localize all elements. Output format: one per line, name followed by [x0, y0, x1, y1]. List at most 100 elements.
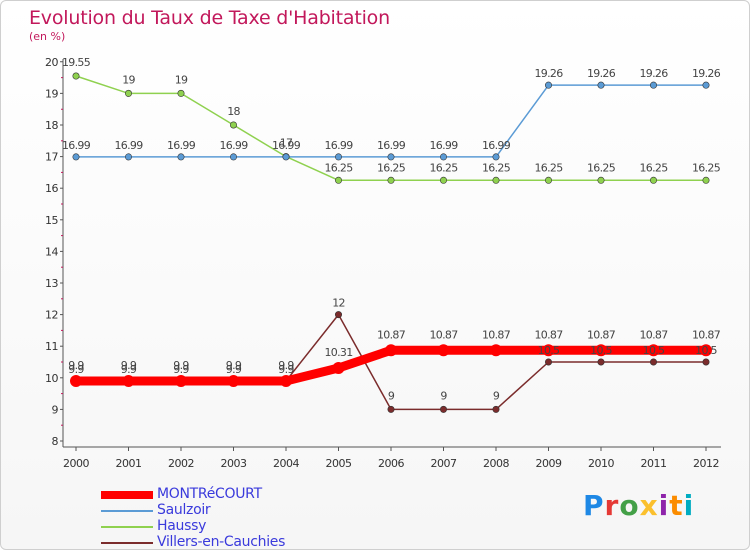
data-label: 10.5 [643, 344, 665, 357]
data-label: 10.31 [325, 346, 353, 359]
legend-swatch [101, 542, 153, 544]
data-point [334, 311, 342, 319]
data-point [597, 358, 605, 366]
data-point [649, 176, 657, 184]
legend-label: Saulzoir [157, 502, 211, 518]
x-tick-label: 2000 [63, 457, 89, 470]
data-label: 16.99 [220, 139, 249, 152]
data-point [439, 153, 447, 161]
x-tick-label: 2002 [168, 457, 194, 470]
logo-letter: i [683, 489, 695, 522]
data-point [439, 176, 447, 184]
data-label: 16.25 [430, 161, 459, 174]
data-point [125, 153, 133, 161]
data-label: 16.25 [587, 161, 616, 174]
data-point [385, 344, 397, 357]
x-tick-label: 2005 [326, 457, 352, 470]
data-point [439, 405, 447, 413]
data-point [227, 374, 240, 387]
data-label: 16.99 [167, 139, 196, 152]
data-point [702, 176, 710, 184]
y-tick-label: 16 [45, 182, 58, 195]
data-point [334, 176, 342, 184]
logo-letter: o [619, 489, 640, 522]
data-point [387, 176, 395, 184]
data-point [125, 89, 133, 97]
y-tick-label: 15 [45, 214, 58, 227]
data-point [702, 81, 710, 89]
data-point [597, 81, 605, 89]
y-tick-label: 10 [45, 372, 58, 385]
legend-swatch [101, 526, 153, 528]
logo-letter: P [583, 489, 605, 522]
data-point [177, 153, 185, 161]
legend-swatch [101, 510, 153, 512]
data-point [177, 89, 185, 97]
logo-letter: t [669, 489, 684, 522]
data-label: 9 [388, 389, 395, 402]
data-label: 16.99 [430, 139, 459, 152]
data-label: 9 [440, 389, 447, 402]
data-label: 19.55 [62, 56, 91, 69]
legend-label: Villers-en-Cauchies [157, 534, 286, 550]
data-label: 10.87 [482, 328, 511, 341]
x-tick-label: 2007 [431, 457, 457, 470]
data-label: 10.87 [430, 328, 459, 341]
data-point [542, 344, 555, 357]
series-points [70, 72, 712, 413]
logo-letter: x [639, 489, 659, 522]
x-tick-label: 2009 [536, 457, 562, 470]
data-label: 16.99 [482, 139, 511, 152]
data-label: 10.5 [695, 344, 717, 357]
x-tick-label: 2010 [588, 457, 614, 470]
data-point [334, 153, 342, 161]
data-label: 16.25 [325, 161, 354, 174]
chart-title: Evolution du Taux de Taxe d'Habitation [29, 7, 390, 29]
data-point [387, 405, 395, 413]
data-point [280, 374, 292, 387]
data-label: 10.87 [692, 328, 721, 341]
y-tick-label: 19 [45, 87, 58, 100]
chart-axes: 8 9 10 11 12 13 14 15 16 17 18 19 20 2000 2001 2002 2003… [45, 56, 721, 470]
legend-swatch [101, 491, 153, 499]
data-point [230, 121, 238, 129]
data-point [282, 153, 290, 161]
data-point [230, 153, 238, 161]
y-tick-label: 14 [45, 245, 58, 258]
data-point [175, 374, 187, 387]
y-tick-label: 11 [45, 340, 58, 353]
data-label: 16.99 [377, 139, 406, 152]
proxiti-logo: Proxiti [583, 489, 694, 522]
data-label: 19 [122, 73, 135, 86]
x-tick-label: 2003 [221, 457, 247, 470]
data-label: 9.9 [226, 359, 242, 372]
data-label: 9.9 [173, 359, 189, 372]
data-label: 10.87 [535, 328, 564, 341]
data-label: 19 [175, 73, 188, 86]
data-point [387, 153, 395, 161]
data-point [649, 358, 657, 366]
data-label: 16.25 [482, 161, 511, 174]
data-label: 9.9 [68, 359, 84, 372]
logo-letter: i [658, 489, 670, 522]
data-label: 9.9 [278, 359, 294, 372]
data-label: 16.99 [62, 139, 91, 152]
x-tick-label: 2004 [273, 457, 299, 470]
data-point [490, 344, 502, 357]
x-tick-label: 2001 [116, 457, 142, 470]
series-lines [71, 75, 711, 411]
data-point [72, 153, 80, 161]
data-label: 9 [493, 389, 500, 402]
data-label: 18 [227, 105, 240, 118]
data-label: 10.87 [640, 328, 669, 341]
data-label: 16.99 [325, 139, 354, 152]
data-label: 19.26 [692, 67, 721, 80]
y-tick-label: 13 [45, 277, 58, 290]
data-label: 9.9 [278, 363, 294, 376]
data-point [649, 81, 657, 89]
data-point [597, 176, 605, 184]
y-tick-label: 18 [45, 119, 58, 132]
data-label: 16.25 [692, 161, 721, 174]
